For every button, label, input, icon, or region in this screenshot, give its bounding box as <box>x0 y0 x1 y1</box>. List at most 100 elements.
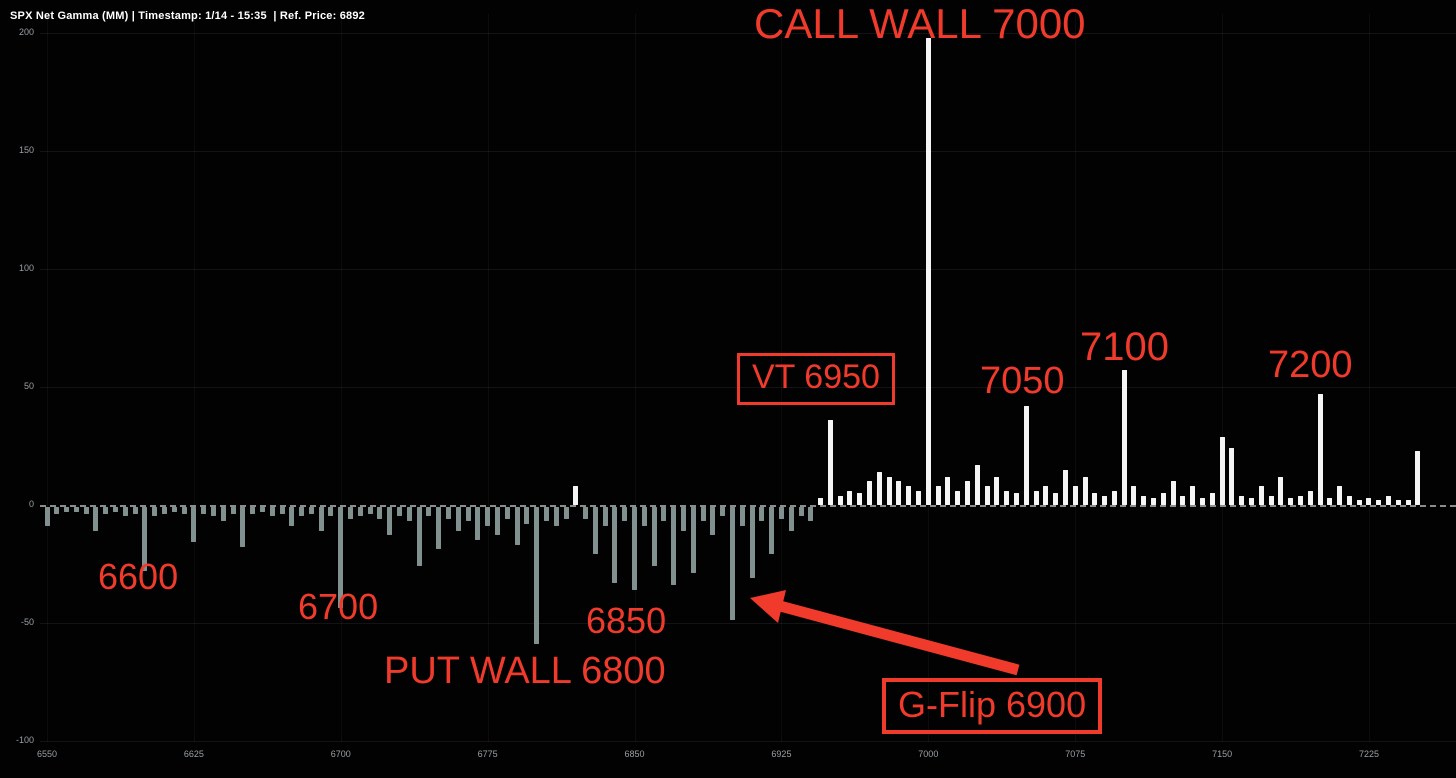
gamma-bar <box>1033 490 1039 505</box>
gamma-bar <box>1337 486 1343 505</box>
gamma-bar <box>455 507 461 531</box>
annotation-put-wall: PUT WALL 6800 <box>384 650 666 692</box>
gamma-bar <box>397 507 403 517</box>
gamma-bar <box>1307 490 1313 505</box>
gamma-bar <box>1160 493 1166 505</box>
h-gridline <box>40 741 1456 742</box>
gamma-bar <box>279 507 285 515</box>
gamma-bar <box>299 507 305 517</box>
gamma-bar <box>485 507 491 526</box>
v-gridline <box>340 14 342 742</box>
gamma-bar <box>1395 500 1401 505</box>
annotation-call-wall: CALL WALL 7000 <box>754 0 1086 47</box>
x-tick-label: 7075 <box>1065 749 1086 759</box>
gamma-bar <box>886 476 892 505</box>
y-tick-label: 0 <box>28 499 34 509</box>
gamma-bar <box>142 507 148 571</box>
gamma-bar <box>524 507 530 524</box>
gamma-bar <box>122 507 128 517</box>
gamma-bar <box>113 507 119 512</box>
gamma-bar <box>1111 490 1117 505</box>
h-gridline <box>40 33 1456 34</box>
gamma-bar <box>602 507 608 526</box>
gamma-bar <box>1258 486 1264 505</box>
y-tick-label: -50 <box>20 617 34 627</box>
gamma-bar <box>210 507 216 517</box>
gamma-bar <box>328 507 334 517</box>
gamma-bar <box>1092 493 1098 505</box>
gamma-bar <box>759 507 765 522</box>
gamma-bar <box>945 476 951 505</box>
y-tick-label: 100 <box>18 263 34 273</box>
gamma-bar <box>377 507 383 519</box>
gamma-bar <box>1151 497 1157 505</box>
gamma-bar <box>465 507 471 522</box>
gamma-bar <box>1297 495 1303 505</box>
gamma-bar <box>1288 497 1294 505</box>
gamma-bar <box>318 507 324 531</box>
gamma-bar <box>250 507 256 515</box>
zero-line <box>40 505 1456 507</box>
gamma-bar <box>876 471 882 505</box>
gamma-bar <box>1013 493 1019 505</box>
gamma-bar <box>916 490 922 505</box>
gamma-bar <box>1131 486 1137 505</box>
y-tick-label: 150 <box>18 145 34 155</box>
gamma-bar <box>1229 448 1235 505</box>
gamma-bar <box>925 37 931 505</box>
gamma-bar <box>1327 497 1333 505</box>
gamma-bar <box>641 507 647 526</box>
annotation-level-6850: 6850 <box>586 600 667 641</box>
gamma-bar <box>935 486 941 505</box>
gamma-bar <box>475 507 481 541</box>
h-gridline <box>40 269 1456 270</box>
h-gridline <box>40 623 1456 624</box>
v-gridline <box>781 14 783 742</box>
gamma-bar <box>1346 495 1352 505</box>
chart-header: SPX Net Gamma (MM) | Timestamp: 1/14 - 1… <box>10 10 365 22</box>
gamma-bar <box>1200 497 1205 505</box>
annotation-level-7050: 7050 <box>980 360 1065 402</box>
gamma-bar <box>690 507 696 574</box>
gamma-bar <box>681 507 686 531</box>
gamma-bar <box>406 507 412 522</box>
v-gridline <box>487 14 489 742</box>
gamma-bar <box>269 507 275 517</box>
gamma-bar <box>308 507 314 515</box>
annotation-g-flip-box: G-Flip 6900 <box>882 678 1103 734</box>
gamma-bar <box>769 507 775 555</box>
gamma-bar <box>974 464 980 505</box>
gamma-bar <box>1268 495 1274 505</box>
gamma-bar <box>1405 500 1411 505</box>
gamma-bar <box>563 507 569 519</box>
v-gridline <box>1368 14 1370 742</box>
gamma-bar <box>720 507 726 517</box>
x-tick-label: 6925 <box>771 749 792 759</box>
gamma-bar <box>1043 486 1049 505</box>
gamma-bar <box>671 507 677 585</box>
gamma-bar <box>1170 481 1176 505</box>
v-gridline <box>193 14 195 742</box>
gamma-bar <box>778 507 784 519</box>
gamma-bar <box>964 481 970 505</box>
v-gridline <box>1222 14 1224 742</box>
gamma-bar <box>171 507 177 512</box>
gamma-bar <box>1376 500 1382 505</box>
gamma-bar <box>827 420 833 505</box>
gamma-bar <box>896 481 902 505</box>
gamma-bar <box>729 507 735 621</box>
gamma-bar <box>181 507 187 515</box>
gamma-bar <box>651 507 657 566</box>
gamma-bar <box>1317 394 1323 505</box>
x-tick-label: 6625 <box>183 749 204 759</box>
gamma-bar <box>504 507 510 519</box>
y-tick-label: 200 <box>18 27 34 37</box>
gamma-bar <box>1053 493 1059 505</box>
gamma-bar <box>955 490 961 505</box>
gamma-bar <box>338 507 344 609</box>
annotation-level-7200: 7200 <box>1268 344 1353 386</box>
x-tick-label: 6850 <box>624 749 645 759</box>
gamma-bar <box>994 476 1000 505</box>
y-tick-label: -100 <box>15 735 34 745</box>
gamma-bar <box>867 481 873 505</box>
